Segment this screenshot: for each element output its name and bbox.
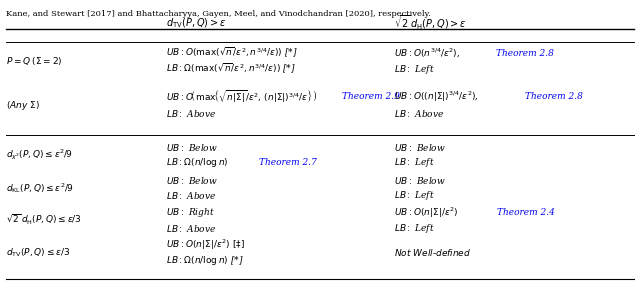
Text: $LB :$ Left: $LB :$ Left [394,156,435,169]
Text: $d_{\chi^2}(P,Q) \leq \epsilon^2/9$: $d_{\chi^2}(P,Q) \leq \epsilon^2/9$ [6,148,73,162]
Text: $LB : \Omega(n/\log n)\ $: $LB : \Omega(n/\log n)\ $ [166,156,229,169]
Text: Theorem 2.9: Theorem 2.9 [342,92,400,101]
Text: $Not\ Well\text{-}defined$: $Not\ Well\text{-}defined$ [394,247,471,258]
Text: $LB :$ Left: $LB :$ Left [394,62,435,76]
Text: $P = Q\;(\Sigma = 2)$: $P = Q\;(\Sigma = 2)$ [6,55,63,67]
Text: $(Any\ \Sigma)$: $(Any\ \Sigma)$ [6,98,40,112]
Text: $UB : O\!\left(\max\!\left\{\sqrt{n|\Sigma|}/\epsilon^2,\,(n|\Sigma|)^{3/4}/\eps: $UB : O\!\left(\max\!\left\{\sqrt{n|\Sig… [166,88,317,105]
Text: $d_{\mathrm{TV}}(P,Q) \leq \epsilon/3$: $d_{\mathrm{TV}}(P,Q) \leq \epsilon/3$ [6,247,70,259]
Text: Kane, and Stewart [2017] and Bhattacharyya, Gayen, Meel, and Vinodchandran [2020: Kane, and Stewart [2017] and Bhattachary… [6,10,431,18]
Text: $UB :$ Below: $UB :$ Below [394,175,445,185]
Text: $UB : O(\max(\sqrt{n}/\epsilon^2, n^{3/4}/\epsilon))$ [*]: $UB : O(\max(\sqrt{n}/\epsilon^2, n^{3/4… [166,46,298,60]
Text: $LB :$ Above: $LB :$ Above [166,190,217,201]
Text: $LB :$ Above: $LB :$ Above [166,108,217,119]
Text: $LB : \Omega(\max(\sqrt{n}/\epsilon^2, n^{3/4}/\epsilon))$ [*]: $LB : \Omega(\max(\sqrt{n}/\epsilon^2, n… [166,62,296,76]
Text: Theorem 2.7: Theorem 2.7 [259,158,317,167]
Text: $LB :$ Left: $LB :$ Left [394,189,435,202]
Text: $d_{\mathrm{KL}}(P,Q) \leq \epsilon^2/9$: $d_{\mathrm{KL}}(P,Q) \leq \epsilon^2/9$ [6,181,74,195]
Text: $\sqrt{2}\,d_{\mathrm{H}}(P,Q) \leq \epsilon/3$: $\sqrt{2}\,d_{\mathrm{H}}(P,Q) \leq \eps… [6,213,83,227]
Text: $LB :$ Above: $LB :$ Above [166,223,217,234]
Text: $d_{\mathrm{TV}}(P,Q) > \epsilon$: $d_{\mathrm{TV}}(P,Q) > \epsilon$ [166,16,227,30]
Text: $LB :$ Above: $LB :$ Above [394,108,444,119]
Text: $UB :$ Below: $UB :$ Below [166,175,218,185]
Text: $UB :$ Below: $UB :$ Below [166,142,218,153]
Text: $UB : O(n^{3/4}/\epsilon^2)$,: $UB : O(n^{3/4}/\epsilon^2)$, [394,47,461,60]
Text: $LB :$ Left: $LB :$ Left [394,221,435,235]
Text: Theorem 2.8: Theorem 2.8 [525,92,582,101]
Text: $UB : O(n|\Sigma|/\epsilon^2)\ $: $UB : O(n|\Sigma|/\epsilon^2)\ $ [394,205,458,220]
Text: Theorem 2.8: Theorem 2.8 [496,49,554,58]
Text: $UB : O((n|\Sigma|)^{3/4}/\epsilon^2)$,: $UB : O((n|\Sigma|)^{3/4}/\epsilon^2)$, [394,89,479,104]
Text: $UB : O(n|\Sigma|/\epsilon^2)\ [\ddagger]$: $UB : O(n|\Sigma|/\epsilon^2)\ [\ddagger… [166,238,246,252]
Text: $\sqrt{2}\,d_{\mathrm{H}}(P,Q) > \epsilon$: $\sqrt{2}\,d_{\mathrm{H}}(P,Q) > \epsilo… [394,14,467,32]
Text: $UB :$ Below: $UB :$ Below [394,142,445,153]
Text: $LB : \Omega(n/\log n)$ [*]: $LB : \Omega(n/\log n)$ [*] [166,254,244,267]
Text: $UB :$ Right: $UB :$ Right [166,206,216,219]
Text: Theorem 2.4: Theorem 2.4 [497,208,555,217]
